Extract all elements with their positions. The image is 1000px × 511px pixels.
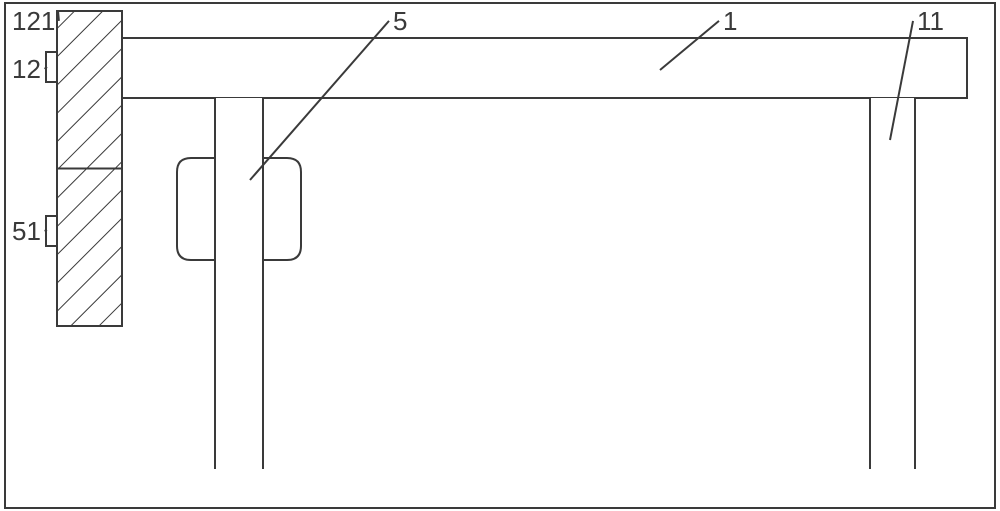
mesh-left [177, 158, 215, 260]
label-12: 12 [12, 54, 41, 84]
label-11: 11 [917, 6, 944, 36]
label-121: 121 [12, 6, 55, 36]
label-5: 5 [393, 6, 407, 36]
mesh-right [263, 158, 301, 260]
label-1: 1 [723, 6, 737, 36]
label-51: 51 [12, 216, 41, 246]
top-beam [122, 38, 967, 98]
left-leg-fill [215, 98, 263, 469]
leader-121 [58, 11, 59, 21]
gear-tooth-0 [46, 52, 57, 82]
leader-51 [45, 230, 47, 231]
gear-tooth-1 [46, 216, 57, 246]
right-leg-fill [870, 98, 915, 469]
